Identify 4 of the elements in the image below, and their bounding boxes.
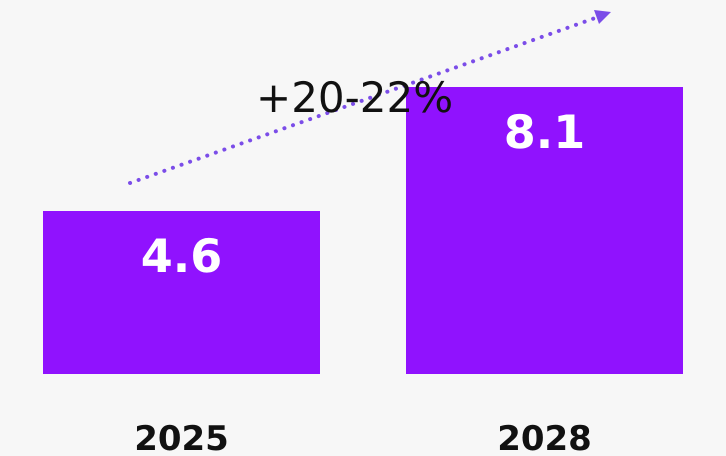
x-tick-label: 2025 (134, 419, 229, 456)
x-tick-label: 2028 (497, 419, 592, 456)
data-label: 4.6 (140, 229, 222, 284)
data-label: 8.1 (504, 105, 586, 159)
